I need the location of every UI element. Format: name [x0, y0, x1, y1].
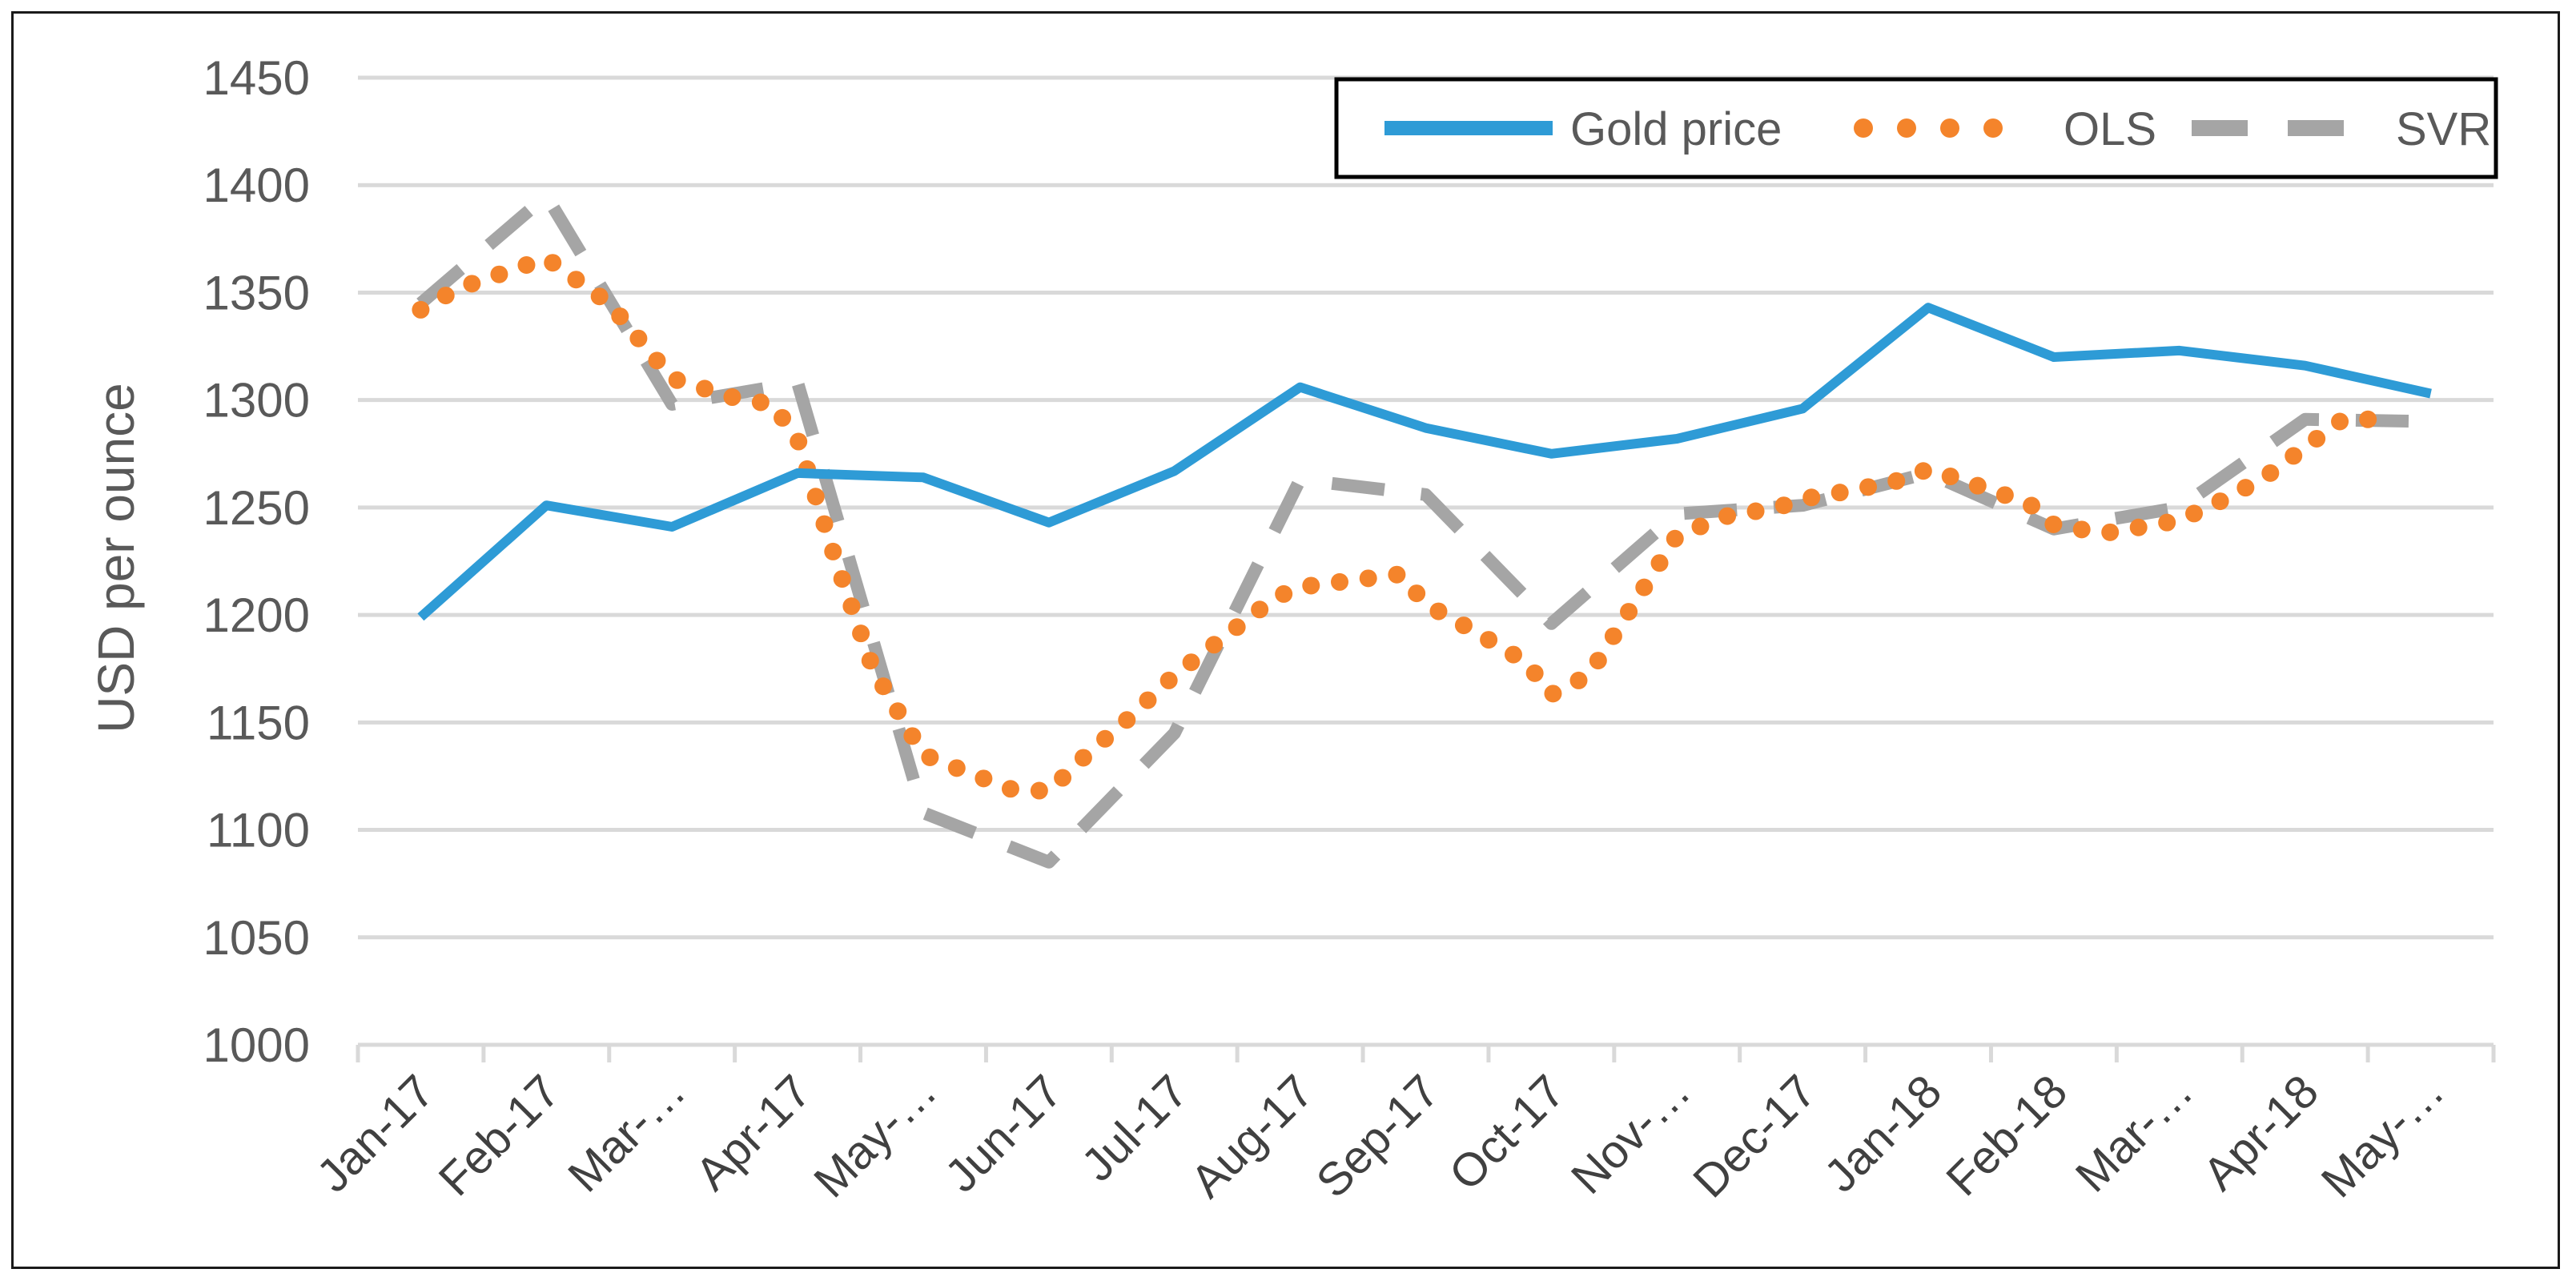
series-line-gold-price — [417, 303, 2432, 621]
x-tick-label: Apr-18 — [2193, 1065, 2329, 1200]
series-line-ols — [412, 249, 2402, 801]
x-tick-label: Nov-… — [1561, 1065, 1701, 1204]
series-line-svr — [416, 189, 2431, 869]
x-tick-label: Mar-… — [2066, 1065, 2203, 1202]
x-tick-label: Jun-17 — [935, 1065, 1072, 1202]
series-lines — [412, 189, 2432, 869]
y-tick-label: 1250 — [203, 481, 310, 535]
x-tick-label: May-… — [2312, 1065, 2454, 1207]
x-tick-label: Feb-17 — [429, 1065, 570, 1206]
legend: Gold price OLS SVR — [1334, 77, 2498, 179]
x-tick-label: Dec-17 — [1683, 1065, 1826, 1207]
y-tick-label: 1450 — [203, 51, 310, 105]
y-tick-label: 1050 — [203, 911, 310, 965]
x-tick-label: Jul-17 — [1071, 1065, 1198, 1191]
y-tick-label: 1300 — [203, 374, 310, 428]
x-tick-label: Mar-… — [558, 1065, 695, 1202]
x-tick-label: Jan-17 — [307, 1065, 444, 1202]
y-tick-label: 1400 — [203, 159, 310, 212]
y-tick-label: 1150 — [207, 696, 310, 749]
x-tick-label: Sep-17 — [1306, 1065, 1449, 1207]
x-tick-label: May-… — [804, 1065, 946, 1207]
x-tick-label: Oct-17 — [1440, 1065, 1575, 1200]
x-tick-label: Apr-17 — [685, 1065, 821, 1200]
gridlines — [358, 75, 2494, 940]
legend-label-gold-price: Gold price — [1570, 103, 1782, 155]
y-axis-label: USD per ounce — [87, 383, 145, 733]
x-tick-label: Jan-18 — [1814, 1065, 1951, 1202]
y-tick-label: 1100 — [207, 804, 310, 857]
x-tick-label: Feb-18 — [1936, 1065, 2077, 1206]
legend-label-svr: SVR — [2396, 103, 2491, 155]
axes: 1000 1050 1100 1150 1200 1250 1300 1350 1400 1450… — [203, 51, 2496, 1207]
line-chart: 1000 1050 1100 1150 1200 1250 1300 1350 1400 1450… — [87, 51, 2498, 1207]
legend-label-ols: OLS — [2064, 103, 2156, 155]
x-tick-label: Aug-17 — [1181, 1065, 1324, 1207]
y-tick-label: 1200 — [203, 588, 310, 642]
y-tick-label: 1350 — [203, 266, 310, 319]
y-tick-label: 1000 — [203, 1018, 310, 1072]
chart-frame: 1000 1050 1100 1150 1200 1250 1300 1350 1400 1450… — [11, 11, 2560, 1269]
